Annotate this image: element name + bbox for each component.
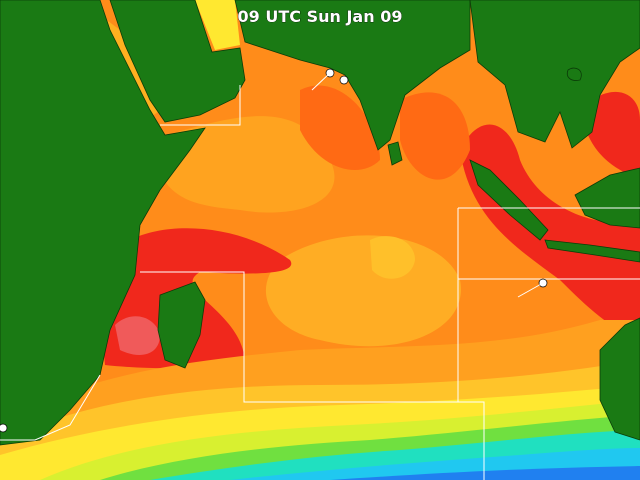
region-boundary [0,374,101,441]
land-java [544,239,640,263]
region-boundary [140,271,485,480]
sst-zone [195,0,240,50]
land-africa [0,0,206,446]
sst-zone [300,85,380,170]
sst-band [330,466,640,480]
region-boundary [457,207,640,402]
land-borneo [574,167,640,229]
map-title: 09 UTC Sun Jan 09 [238,7,403,26]
sst-zone [370,236,415,279]
land-southeast-asia [469,0,640,149]
sst-zone [115,316,160,355]
land-madagascar [157,281,206,369]
land-arabia [109,0,246,123]
sst-zone [460,124,640,341]
land-sri-lanka [387,141,403,166]
region-boundary [160,85,241,126]
sst-zone [400,92,470,180]
land-asia [234,0,471,151]
station-marker [0,68,548,433]
land-australia [599,317,640,441]
land-hainan [566,67,582,81]
land-sumatra [469,159,549,241]
sst-zone [265,235,461,347]
